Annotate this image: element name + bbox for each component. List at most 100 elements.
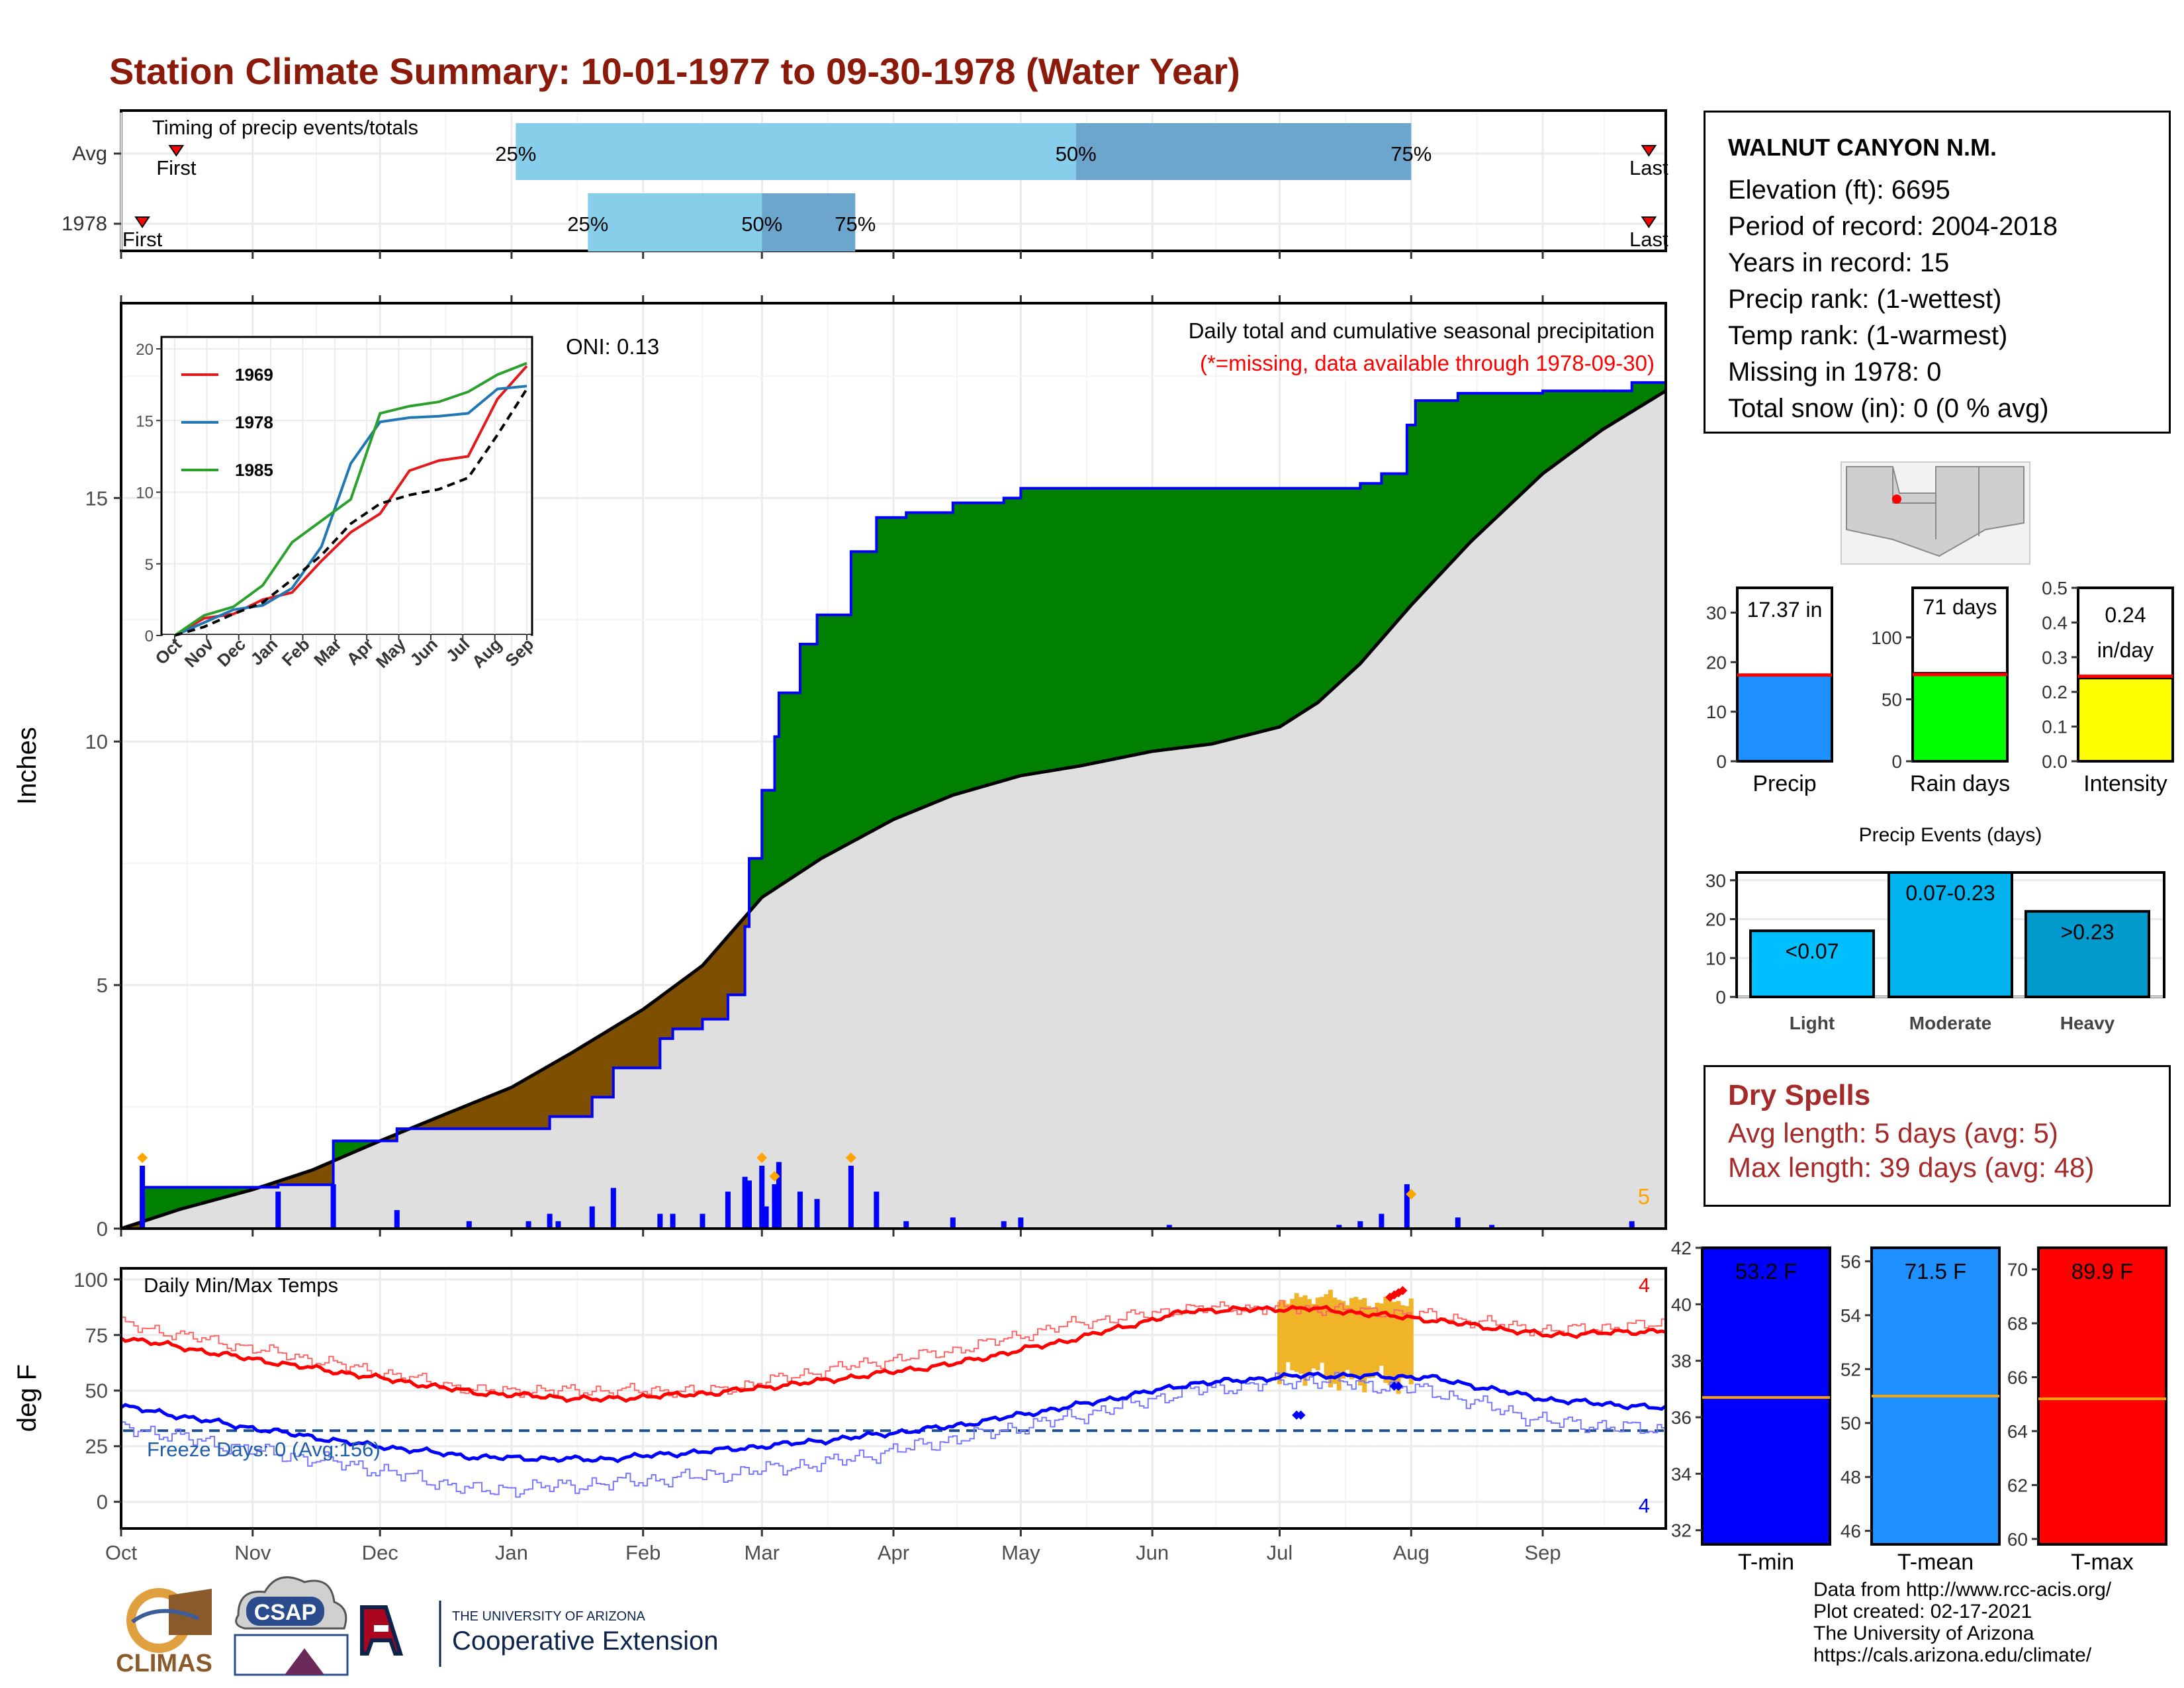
below-average-area: [570, 1050, 576, 1117]
above-average-area: [897, 517, 903, 818]
daily-precip-bar: [772, 1184, 778, 1229]
heavy-event-marker-icon: [1406, 1189, 1417, 1199]
temp-x-tick-label: May: [1001, 1541, 1040, 1564]
timing-marker-icon: [168, 145, 185, 157]
cold-days-count: 4: [1639, 1494, 1650, 1517]
above-average-area: [944, 512, 949, 799]
above-average-area: [974, 502, 979, 790]
above-average-area: [927, 512, 933, 806]
temp-x-tick-label: Aug: [1393, 1541, 1430, 1564]
above-average-area: [1559, 391, 1565, 462]
above-average-area: [1148, 488, 1153, 753]
above-average-area: [1355, 488, 1361, 669]
daily-precip-bar: [1357, 1221, 1363, 1229]
above-average-area: [1322, 488, 1327, 700]
above-average-area: [1373, 483, 1378, 650]
above-average-area: [757, 858, 762, 904]
hot-day-bar: [1400, 1305, 1405, 1379]
temp-lines: [120, 1286, 1667, 1498]
above-average-area: [1445, 400, 1450, 570]
timing-percent-label: 25%: [495, 142, 536, 165]
record-low-marker-icon: [1296, 1410, 1306, 1420]
below-average-area: [469, 1102, 474, 1129]
above-average-area: [842, 614, 847, 848]
hot-day-bar: [1332, 1297, 1338, 1384]
daily-precip-bar: [874, 1192, 880, 1229]
daily-precip-bar: [1404, 1184, 1410, 1229]
above-average-area: [914, 512, 919, 812]
above-average-area: [923, 512, 928, 808]
below-average-area: [681, 977, 686, 1029]
station-info-box: WALNUT CANYON N.M. Elevation (ft): 6695 …: [1704, 111, 2171, 434]
below-average-area: [727, 931, 733, 996]
temp-summary-bar-T-max: [2037, 1246, 2167, 1546]
above-average-area: [1250, 488, 1255, 735]
above-average-area: [872, 551, 877, 831]
climas-logo: CLIMAS: [116, 1588, 212, 1677]
ua-top-text: THE UNIVERSITY OF ARIZONA: [452, 1609, 646, 1624]
above-average-area: [1402, 473, 1408, 616]
inset-y-tick-label: 0: [145, 628, 154, 645]
hot-day-bar: [1371, 1307, 1376, 1378]
above-average-area: [910, 512, 915, 814]
temp-x-tick-label: Jul: [1267, 1541, 1293, 1564]
daily-precip-bar: [950, 1217, 956, 1229]
totals-y-tick-label: 30: [1706, 602, 1727, 623]
above-average-area: [1211, 488, 1216, 745]
temp-summary-category-label: T-min: [1738, 1550, 1794, 1575]
above-average-area: [1033, 488, 1038, 774]
below-average-area: [638, 1009, 644, 1068]
above-average-area: [1440, 400, 1445, 575]
precip-panel: 0 5 10 15 Inches Daily total and cumulative…: [13, 295, 1667, 1241]
temp-x-tick-label: Jun: [1136, 1541, 1169, 1564]
timing-percent-label: 50%: [741, 212, 782, 236]
above-average-area: [1300, 488, 1306, 714]
hot-day-bar: [1404, 1306, 1410, 1379]
events-y-tick-label: 20: [1706, 910, 1726, 930]
above-average-area: [1028, 488, 1034, 775]
above-average-area: [880, 517, 886, 827]
station-missing: Missing in 1978: 0: [1728, 357, 1942, 387]
inset-legend-label: 1969: [235, 365, 273, 385]
temp-summary-y-tick-label: 34: [1671, 1464, 1692, 1484]
daily-precip-bar: [742, 1176, 748, 1229]
above-average-area: [1424, 400, 1429, 592]
below-average-area: [498, 1090, 504, 1129]
above-average-area: [1152, 488, 1157, 752]
temp-x-tick-label: Jan: [495, 1541, 528, 1564]
above-average-area: [1580, 391, 1586, 446]
above-average-area: [1224, 488, 1229, 741]
above-average-area: [1012, 497, 1017, 778]
events-bar-label: <0.07: [1786, 939, 1839, 963]
above-average-area: [753, 858, 758, 908]
above-average-area: [863, 551, 868, 836]
totals-y-tick-label: 100: [1871, 628, 1902, 648]
above-average-area: [1253, 488, 1259, 734]
above-average-area: [1619, 391, 1624, 420]
above-average-area: [1079, 488, 1085, 767]
precip-lines: [120, 381, 1667, 1231]
temp-summary-category-label: T-mean: [1897, 1550, 1974, 1575]
heavy-event-marker-icon: [845, 1152, 856, 1163]
precip-events-title: Precip Events (days): [1859, 824, 2042, 846]
above-average-area: [180, 1187, 185, 1210]
above-average-area: [893, 517, 898, 820]
hot-day-bar: [1306, 1299, 1312, 1374]
temp-summary-y-tick-label: 54: [1841, 1305, 1861, 1326]
above-average-area: [1449, 400, 1454, 565]
above-average-area: [991, 502, 996, 785]
above-average-area: [1470, 393, 1475, 543]
above-average-area: [1338, 488, 1344, 684]
above-average-area: [999, 502, 1005, 782]
below-average-area: [558, 1057, 563, 1117]
precip-y-axis: 0 5 10 15: [85, 487, 121, 1241]
temp-summary-y-tick-label: 38: [1671, 1351, 1692, 1372]
daily-precip-bar: [275, 1192, 281, 1229]
below-average-area: [689, 971, 695, 1029]
hot-day-bar: [1383, 1296, 1388, 1383]
totals-y-tick-label: 0: [1891, 751, 1902, 772]
precip-events-chart: Precip Events (days) 0 10 20 30 <0.07 Light 0.…: [1706, 824, 2165, 1033]
totals-value-label: in/day: [2097, 638, 2154, 662]
timing-percent-label: 50%: [1056, 142, 1097, 165]
